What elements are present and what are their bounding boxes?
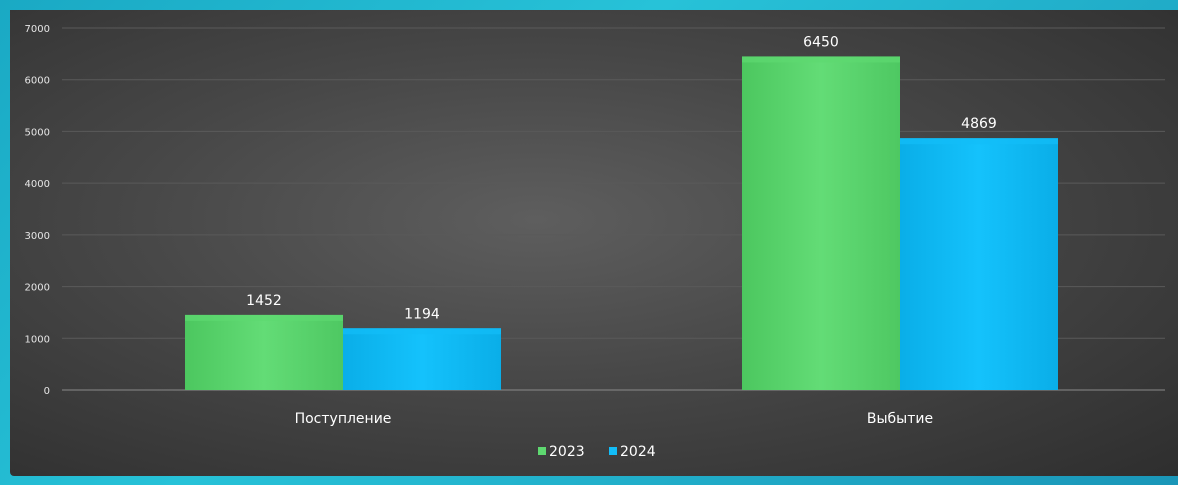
data-label: 1452 bbox=[246, 293, 282, 309]
y-tick-label: 0 bbox=[44, 386, 50, 397]
y-tick-label: 5000 bbox=[25, 127, 50, 138]
y-tick-label: 3000 bbox=[25, 231, 50, 242]
data-labels: 1452 1194 6450 4869 bbox=[246, 34, 997, 322]
y-tick-label: 6000 bbox=[25, 76, 50, 87]
data-label: 6450 bbox=[803, 34, 839, 50]
bars bbox=[185, 56, 1058, 390]
bar-bevel-2023-1 bbox=[742, 56, 900, 63]
category-label: Выбытие bbox=[867, 411, 933, 427]
bar-bevel-2024-1 bbox=[900, 138, 1058, 145]
category-labels: Поступление Выбытие bbox=[295, 411, 934, 427]
legend-label: 2024 bbox=[620, 444, 656, 460]
bar-2023-1 bbox=[742, 56, 900, 390]
legend-label: 2023 bbox=[549, 444, 585, 460]
data-label: 4869 bbox=[961, 116, 997, 132]
y-axis-ticks: 0 1000 2000 3000 4000 5000 6000 7000 bbox=[25, 24, 50, 397]
bar-2024-1 bbox=[900, 138, 1058, 390]
legend-swatch-2023 bbox=[538, 447, 546, 455]
legend-swatch-2024 bbox=[609, 447, 617, 455]
y-tick-label: 7000 bbox=[25, 24, 50, 35]
y-tick-label: 4000 bbox=[25, 179, 50, 190]
y-tick-label: 2000 bbox=[25, 283, 50, 294]
legend: 2023 2024 bbox=[538, 444, 656, 460]
y-tick-label: 1000 bbox=[25, 334, 50, 345]
category-label: Поступление bbox=[295, 411, 392, 427]
bar-2023-0 bbox=[185, 314, 343, 390]
data-label: 1194 bbox=[404, 306, 440, 322]
bar-bevel-2023-0 bbox=[185, 314, 343, 321]
bar-bevel-2024-0 bbox=[343, 328, 501, 335]
bar-2024-0 bbox=[343, 328, 501, 390]
